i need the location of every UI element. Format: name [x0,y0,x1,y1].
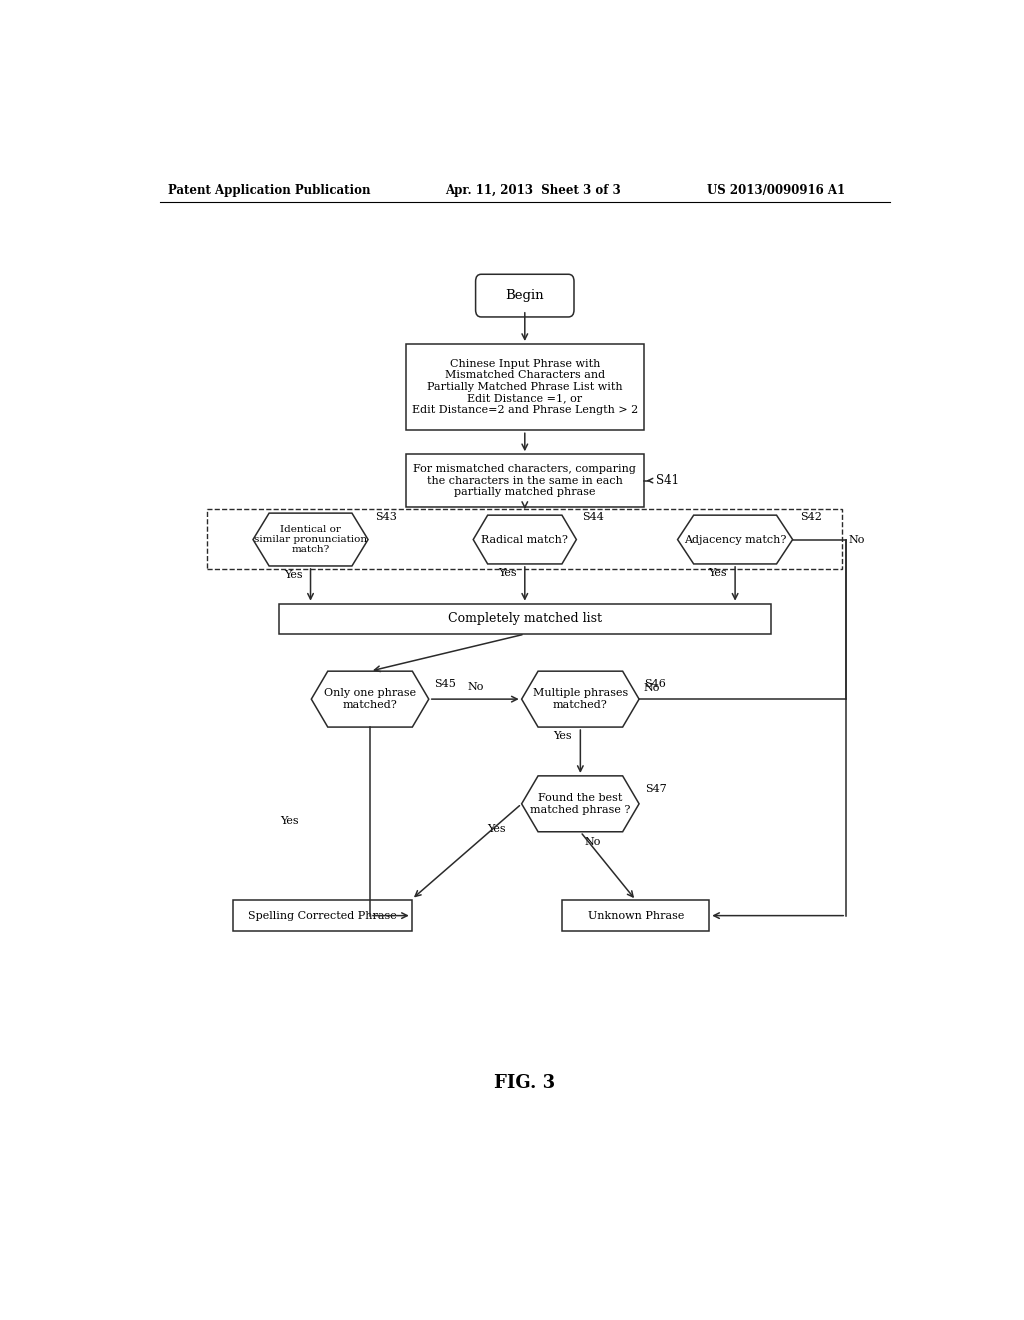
Polygon shape [521,776,639,832]
Text: Patent Application Publication: Patent Application Publication [168,185,371,198]
Text: Found the best
matched phrase ?: Found the best matched phrase ? [530,793,631,814]
Text: Identical or
similar pronunciation
match?: Identical or similar pronunciation match… [254,524,367,554]
Text: S42: S42 [800,512,822,523]
Bar [207,510,843,569]
Text: S41: S41 [655,474,679,487]
Polygon shape [473,515,577,564]
Polygon shape [253,513,368,566]
Text: Yes: Yes [498,568,517,578]
Text: Yes: Yes [284,570,302,579]
Text: Apr. 11, 2013  Sheet 3 of 3: Apr. 11, 2013 Sheet 3 of 3 [445,185,622,198]
Text: Radical match?: Radical match? [481,535,568,545]
Polygon shape [311,671,429,727]
Text: S44: S44 [582,512,604,523]
Text: S46: S46 [644,678,666,689]
Bar [406,345,644,430]
Text: No: No [849,535,865,545]
Text: For mismatched characters, comparing
the characters in the same in each
partiall: For mismatched characters, comparing the… [414,465,636,498]
Text: FIG. 3: FIG. 3 [495,1074,555,1093]
Text: S45: S45 [434,678,457,689]
Bar [562,900,710,931]
Polygon shape [521,671,639,727]
Polygon shape [678,515,793,564]
Text: Chinese Input Phrase with
Mismatched Characters and
Partially Matched Phrase Lis: Chinese Input Phrase with Mismatched Cha… [412,359,638,416]
Bar [279,603,771,634]
Text: Multiple phrases
matched?: Multiple phrases matched? [532,688,628,710]
Text: Completely matched list: Completely matched list [447,612,602,626]
Text: No: No [585,837,601,847]
FancyBboxPatch shape [475,275,574,317]
Text: Unknown Phrase: Unknown Phrase [588,911,684,920]
Text: Yes: Yes [487,824,506,834]
Text: Yes: Yes [554,731,572,741]
Bar [233,900,412,931]
Text: S43: S43 [376,512,397,523]
Text: Yes: Yes [280,816,299,826]
Text: Begin: Begin [506,289,544,302]
Bar [406,454,644,507]
Text: US 2013/0090916 A1: US 2013/0090916 A1 [708,185,846,198]
Text: Only one phrase
matched?: Only one phrase matched? [324,688,416,710]
Text: No: No [643,682,659,693]
Text: Spelling Corrected Phrase: Spelling Corrected Phrase [248,911,397,920]
Text: Adjacency match?: Adjacency match? [684,535,786,545]
Text: No: No [467,682,483,692]
Text: Yes: Yes [709,568,727,578]
Text: S47: S47 [645,784,668,793]
